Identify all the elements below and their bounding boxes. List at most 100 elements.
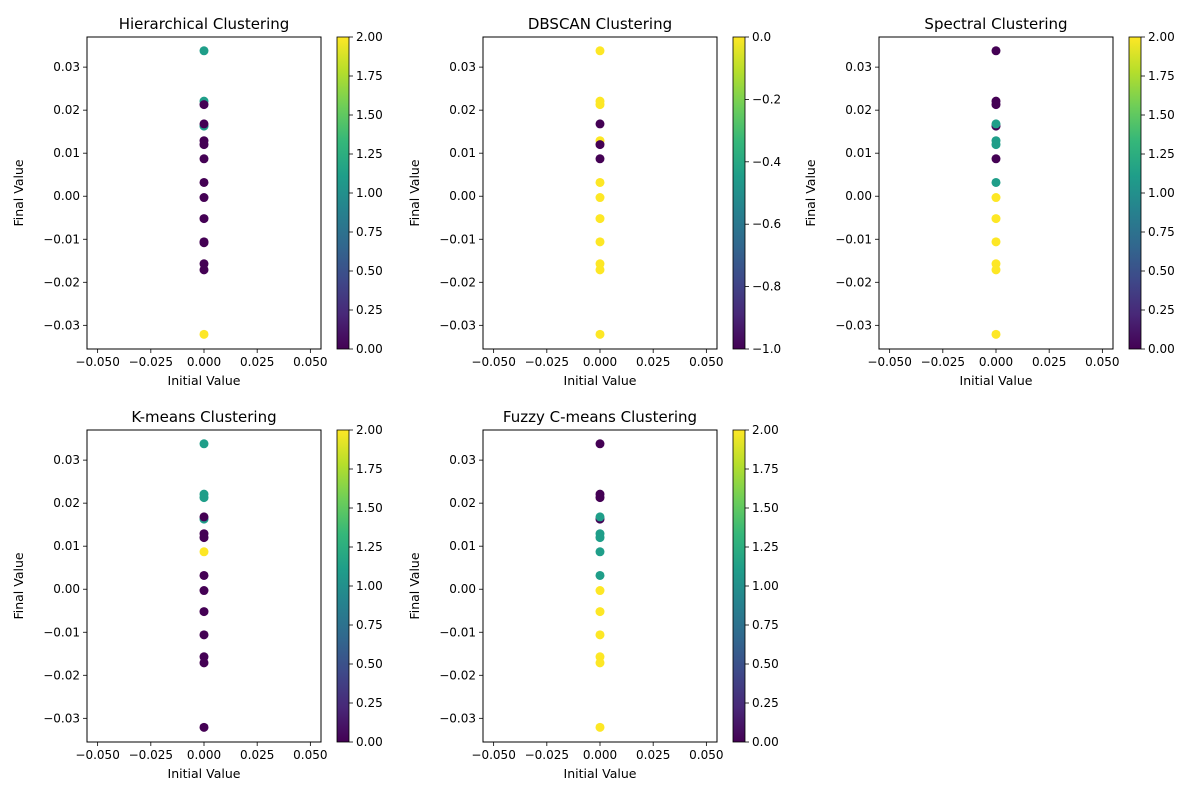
- y-axis-label: Final Value: [11, 552, 26, 619]
- y-tick-label: −0.01: [43, 232, 80, 246]
- data-point: [595, 46, 605, 56]
- data-point: [199, 154, 209, 164]
- colorbar-tick-label: 2.00: [356, 30, 383, 44]
- data-point: [199, 533, 209, 543]
- colorbar-tick-label: 0.50: [356, 657, 383, 671]
- colorbar-tick-label: 1.00: [752, 579, 779, 593]
- y-tick-label: −0.01: [439, 232, 476, 246]
- axes-frame: [482, 36, 718, 350]
- x-axis-label: Initial Value: [564, 766, 637, 781]
- colorbar-tick-label: 0.75: [356, 225, 383, 239]
- colorbar-tick-label: 1.75: [356, 69, 383, 83]
- colorbar-tick-label: 1.75: [1148, 69, 1175, 83]
- x-tick-label: −0.050: [867, 355, 911, 369]
- x-tick-label: −0.025: [129, 355, 173, 369]
- colorbar-tick-label: 0.50: [1148, 264, 1175, 278]
- colorbar-tick-label: 0.25: [1148, 303, 1175, 317]
- data-point: [595, 119, 605, 129]
- x-tick-label: −0.025: [525, 355, 569, 369]
- x-tick-label: 0.025: [240, 748, 274, 762]
- y-axis-label: Final Value: [803, 159, 818, 226]
- data-point: [199, 193, 209, 203]
- subplot-title: DBSCAN Clustering: [528, 15, 672, 33]
- colorbar: [732, 429, 746, 743]
- x-tick-label: 0.000: [187, 748, 221, 762]
- y-axis-label: Final Value: [407, 159, 422, 226]
- y-tick-label: 0.00: [53, 189, 80, 203]
- colorbar-tick-label: 2.00: [356, 423, 383, 437]
- x-tick-label: −0.050: [75, 748, 119, 762]
- colorbar-tick-label: 0.50: [752, 657, 779, 671]
- data-point: [199, 547, 209, 557]
- data-point: [199, 329, 209, 339]
- x-axis-label: Initial Value: [960, 373, 1033, 388]
- colorbar-tick-label: 1.25: [356, 147, 383, 161]
- colorbar-tick-label: 1.25: [356, 540, 383, 554]
- x-tick-label: 0.025: [636, 748, 670, 762]
- colorbar: [1128, 36, 1142, 350]
- y-tick-label: −0.01: [835, 232, 872, 246]
- data-point: [199, 586, 209, 596]
- x-tick-label: 0.000: [979, 355, 1013, 369]
- subplot-title: Spectral Clustering: [924, 15, 1067, 33]
- y-tick-label: −0.03: [43, 711, 80, 725]
- data-point: [991, 100, 1001, 110]
- x-tick-label: −0.050: [75, 355, 119, 369]
- y-tick-label: 0.00: [449, 582, 476, 596]
- y-tick-label: −0.03: [835, 318, 872, 332]
- colorbar-tick-label: −0.2: [752, 92, 781, 106]
- subplot-title: Hierarchical Clustering: [119, 15, 290, 33]
- data-point: [595, 586, 605, 596]
- colorbar-tick-label: −0.8: [752, 280, 781, 294]
- data-point: [199, 630, 209, 640]
- y-tick-label: 0.02: [449, 496, 476, 510]
- colorbar-tick-label: 0.75: [1148, 225, 1175, 239]
- y-tick-label: −0.02: [439, 275, 476, 289]
- y-tick-label: 0.03: [449, 60, 476, 74]
- data-point: [199, 722, 209, 732]
- x-axis-label: Initial Value: [168, 766, 241, 781]
- data-point: [595, 493, 605, 503]
- y-tick-label: −0.02: [43, 668, 80, 682]
- data-point: [595, 570, 605, 580]
- colorbar-tick-label: 1.75: [752, 462, 779, 476]
- y-tick-label: 0.02: [53, 103, 80, 117]
- y-tick-label: 0.03: [53, 60, 80, 74]
- colorbar-tick-label: 1.25: [752, 540, 779, 554]
- colorbar-tick-label: 0.50: [356, 264, 383, 278]
- colorbar: [336, 429, 350, 743]
- colorbar-tick-label: 0.00: [356, 342, 383, 356]
- y-tick-label: −0.03: [439, 711, 476, 725]
- axes-frame: [86, 429, 322, 743]
- data-point: [595, 630, 605, 640]
- data-point: [991, 154, 1001, 164]
- subplot-title: K-means Clustering: [131, 408, 276, 426]
- colorbar-tick-label: 0.00: [752, 735, 779, 749]
- data-point: [595, 177, 605, 187]
- data-point: [199, 238, 209, 248]
- colorbar: [732, 36, 746, 350]
- data-point: [991, 214, 1001, 224]
- y-tick-label: 0.03: [845, 60, 872, 74]
- data-point: [991, 140, 1001, 150]
- x-tick-label: 0.025: [240, 355, 274, 369]
- y-tick-label: 0.03: [53, 453, 80, 467]
- x-tick-label: 0.050: [1085, 355, 1119, 369]
- y-tick-label: −0.03: [43, 318, 80, 332]
- colorbar-tick-label: 2.00: [1148, 30, 1175, 44]
- y-tick-label: 0.01: [845, 146, 872, 160]
- data-point: [595, 607, 605, 617]
- data-point: [595, 154, 605, 164]
- data-point: [199, 214, 209, 224]
- y-tick-label: −0.01: [439, 625, 476, 639]
- colorbar-tick-label: 0.75: [356, 618, 383, 632]
- x-tick-label: −0.025: [525, 748, 569, 762]
- y-tick-label: 0.02: [53, 496, 80, 510]
- x-tick-label: −0.025: [129, 748, 173, 762]
- y-tick-label: 0.00: [449, 189, 476, 203]
- colorbar-tick-label: 0.25: [752, 696, 779, 710]
- x-tick-label: 0.050: [689, 748, 723, 762]
- colorbar-tick-label: 1.00: [356, 186, 383, 200]
- colorbar-tick-label: 1.50: [356, 108, 383, 122]
